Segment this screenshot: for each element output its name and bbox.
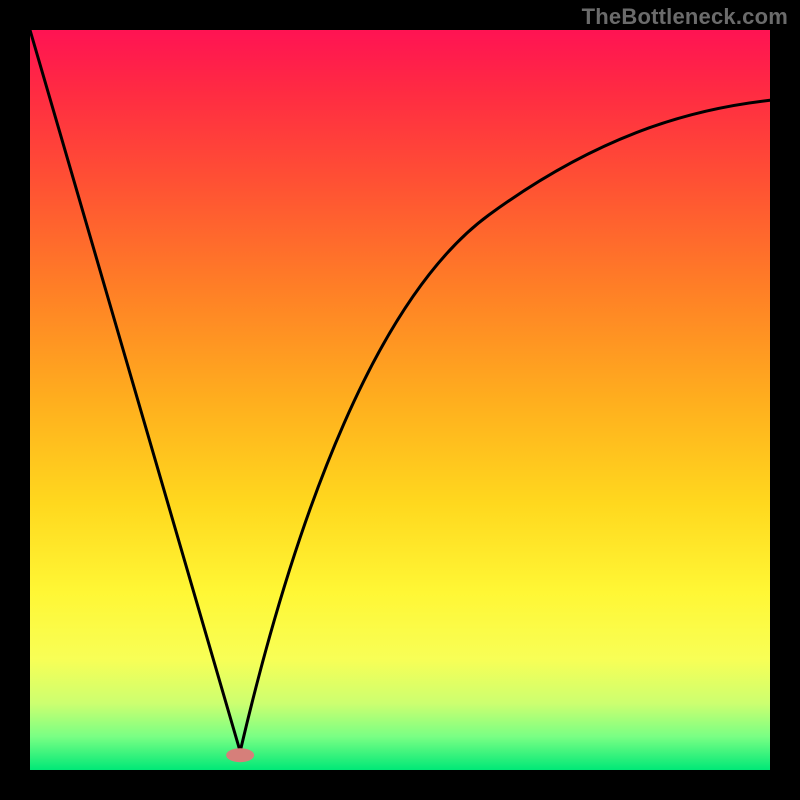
- curve-layer: [30, 30, 770, 770]
- min-point-marker: [226, 748, 254, 762]
- watermark-text: TheBottleneck.com: [582, 4, 788, 30]
- bottleneck-curve: [30, 30, 770, 752]
- plot-area: [30, 30, 770, 770]
